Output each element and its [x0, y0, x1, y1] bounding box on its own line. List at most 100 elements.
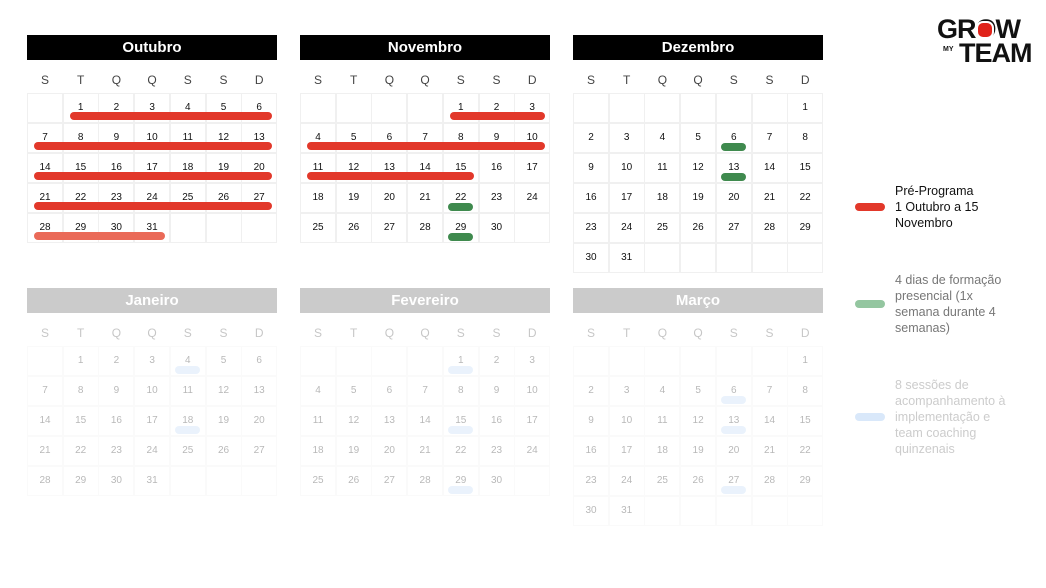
- day-number: 23: [585, 475, 597, 486]
- day-cell: [573, 376, 609, 406]
- day-cell: [98, 153, 135, 183]
- day-number: 16: [110, 415, 122, 426]
- day-cell: [644, 183, 681, 213]
- day-cell: [573, 243, 609, 273]
- day-number: 20: [383, 445, 395, 456]
- day-cell: [608, 436, 645, 466]
- day-cell: [751, 183, 788, 213]
- day-number: 9: [113, 385, 120, 396]
- day-cell: [169, 153, 206, 183]
- day-number: 6: [731, 385, 737, 396]
- day-number: 26: [348, 222, 360, 233]
- day-cell: [751, 213, 788, 243]
- day-number: 18: [312, 192, 324, 203]
- day-number: 19: [692, 445, 704, 456]
- day-cell: [680, 346, 717, 376]
- day-cell: [573, 213, 609, 243]
- day-cell: [751, 93, 788, 123]
- day-cell: [787, 153, 824, 183]
- logo-small: MY: [943, 46, 954, 53]
- day-cell: [751, 436, 788, 466]
- day-number: 26: [692, 222, 704, 233]
- weekday: D: [254, 326, 264, 340]
- day-cell: [371, 376, 408, 406]
- day-cell: [514, 346, 551, 376]
- day-cell: [478, 183, 515, 213]
- day-number: 27: [728, 222, 740, 233]
- day-cell: [573, 466, 609, 496]
- day-cell: [300, 346, 336, 376]
- weekday: D: [254, 73, 264, 87]
- weekday: T: [350, 73, 358, 87]
- day-number: 21: [419, 192, 431, 203]
- day-number: 14: [39, 162, 51, 173]
- day-number: 12: [217, 385, 230, 396]
- day-cell: [608, 93, 645, 123]
- day-number: 11: [657, 415, 668, 426]
- day-number: 29: [799, 222, 811, 233]
- day-cell: [371, 466, 408, 496]
- day-cell: [573, 183, 609, 213]
- day-number: 28: [763, 475, 776, 486]
- day-cell: [608, 496, 645, 526]
- day-cell: [169, 436, 206, 466]
- day-cell: [205, 466, 242, 496]
- day-cell: [98, 346, 135, 376]
- day-number: 18: [656, 192, 668, 203]
- day-cell: [371, 346, 408, 376]
- day-cell: [27, 93, 63, 123]
- day-cell: [98, 213, 135, 243]
- day-cell: [715, 93, 752, 123]
- day-cell: [27, 346, 63, 376]
- day-cell: [371, 153, 408, 183]
- day-cell: [715, 496, 752, 526]
- weekday: S: [492, 326, 501, 340]
- day-number: 5: [350, 132, 357, 143]
- day-cell: [644, 376, 681, 406]
- weekday: S: [765, 326, 774, 340]
- day-number: 14: [39, 415, 51, 426]
- day-cell: [98, 406, 135, 436]
- day-cell: [134, 466, 171, 496]
- day-number: 3: [529, 102, 535, 113]
- day-number: 26: [217, 445, 230, 456]
- day-number: 3: [149, 355, 155, 366]
- day-number: 30: [585, 252, 597, 263]
- day-cell: [300, 376, 336, 406]
- day-cell: [442, 123, 479, 153]
- day-number: 1: [77, 355, 84, 366]
- day-cell: [27, 406, 63, 436]
- day-cell: [478, 346, 515, 376]
- day-cell: [62, 466, 99, 496]
- day-cell: [751, 406, 788, 436]
- weekday: D: [800, 326, 810, 340]
- day-cell: [241, 123, 278, 153]
- weekday: S: [183, 326, 192, 340]
- day-number: 13: [728, 162, 740, 173]
- day-cell: [62, 436, 99, 466]
- day-number: 13: [383, 162, 395, 173]
- day-number: 5: [350, 385, 357, 396]
- day-cell: [573, 153, 609, 183]
- day-cell: [27, 436, 63, 466]
- legend-text: quinzenais: [895, 442, 955, 456]
- day-number: 8: [802, 132, 808, 143]
- day-number: 25: [656, 475, 668, 486]
- day-cell: [335, 93, 372, 123]
- month: Dezembro S T Q Q S S D 1 2 3 4 5 6 7 8 9 10 11 12 13 14 15 16 17…: [573, 35, 824, 275]
- day-number: 2: [113, 102, 120, 113]
- day-number: 10: [621, 162, 633, 173]
- day-cell: [787, 93, 824, 123]
- day-number: 15: [75, 162, 87, 173]
- day-number: 16: [490, 415, 503, 426]
- day-cell: [407, 153, 444, 183]
- day-number: 19: [217, 415, 230, 426]
- day-cell: [98, 183, 135, 213]
- day-cell: [300, 436, 336, 466]
- day-cell: [205, 436, 242, 466]
- day-cell: [241, 406, 278, 436]
- day-cell: [98, 123, 135, 153]
- day-number: 3: [623, 132, 630, 143]
- day-cell: [680, 496, 717, 526]
- day-number: 16: [585, 445, 597, 456]
